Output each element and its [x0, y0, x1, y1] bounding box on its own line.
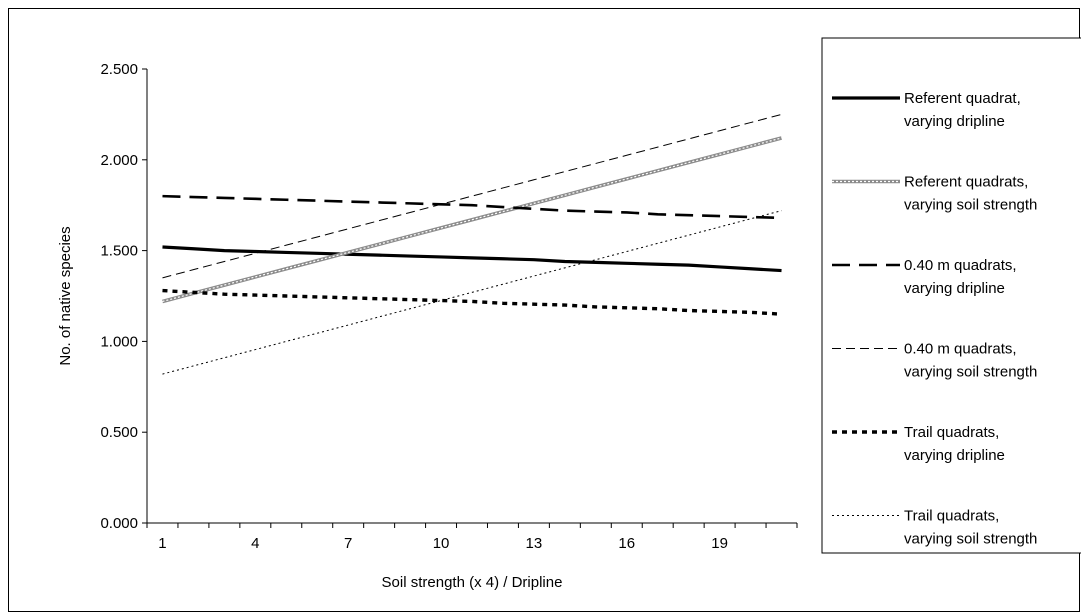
x-tick-label: 4 — [251, 535, 259, 552]
legend-label: Trail quadrats, — [904, 424, 999, 441]
series-line-3 — [162, 194, 782, 220]
legend-label: varying dripline — [904, 447, 1005, 464]
series-line-stroke — [162, 194, 782, 220]
series-line-2 — [162, 136, 782, 304]
x-tick-label: 7 — [344, 535, 352, 552]
series-line-stroke — [162, 245, 782, 273]
legend: Referent quadrat,varying driplineReferen… — [821, 37, 1081, 554]
legend-item: 0.40 m quadrats, varying dripline — [832, 257, 1017, 297]
axes: 0.000 0.500 1.000 1.500 2.000 2.500 1 4 7 10 13 16 1… — [100, 61, 798, 552]
series-line-stroke — [162, 113, 782, 279]
legend-label: varying soil strength — [904, 531, 1037, 548]
series-line-stroke — [162, 210, 782, 375]
legend-label: varying dripline — [904, 280, 1005, 297]
legend-box — [821, 37, 1081, 554]
x-tick-label: 13 — [526, 535, 543, 552]
legend-item: 0.40 m quadrats, varying soil strength — [832, 341, 1037, 381]
series-line-1 — [162, 245, 782, 273]
legend-item: Referent quadrat, varying dripline — [832, 90, 1021, 130]
y-tick-label: 0.500 — [100, 424, 138, 441]
series-line-stroke — [162, 137, 782, 303]
y-tick-label: 2.000 — [100, 152, 138, 169]
series-line-stroke — [162, 288, 782, 316]
x-tick-label: 10 — [433, 535, 450, 552]
legend-label: varying dripline — [904, 113, 1005, 130]
legend-item: Referent quadrats, varying soil strength — [832, 174, 1037, 214]
legend-label: varying soil strength — [904, 364, 1037, 381]
x-tick-label: 19 — [711, 535, 728, 552]
legend-item: Trail quadrats, varying soil strength — [832, 508, 1037, 548]
legend-label: 0.40 m quadrats, — [904, 341, 1017, 358]
series-group — [162, 113, 782, 375]
x-axis-title: Soil strength (x 4) / Dripline — [382, 574, 563, 591]
series-line-4 — [162, 113, 782, 279]
x-tick-label: 16 — [618, 535, 635, 552]
legend-label: 0.40 m quadrats, — [904, 257, 1017, 274]
legend-label: Referent quadrat, — [904, 90, 1021, 107]
y-tick-label: 1.000 — [100, 333, 138, 350]
x-tick-label: 1 — [158, 535, 166, 552]
legend-item: Trail quadrats, varying dripline — [832, 424, 1005, 464]
series-line-6 — [162, 210, 782, 375]
series-line-5 — [162, 288, 782, 316]
y-tick-label: 1.500 — [100, 243, 138, 260]
y-tick-label: 0.000 — [100, 515, 138, 532]
legend-label: Referent quadrats, — [904, 174, 1028, 191]
legend-label: Trail quadrats, — [904, 508, 999, 525]
y-axis-title: No. of native species — [57, 226, 74, 365]
legend-label: varying soil strength — [904, 197, 1037, 214]
y-tick-label: 2.500 — [100, 61, 138, 78]
